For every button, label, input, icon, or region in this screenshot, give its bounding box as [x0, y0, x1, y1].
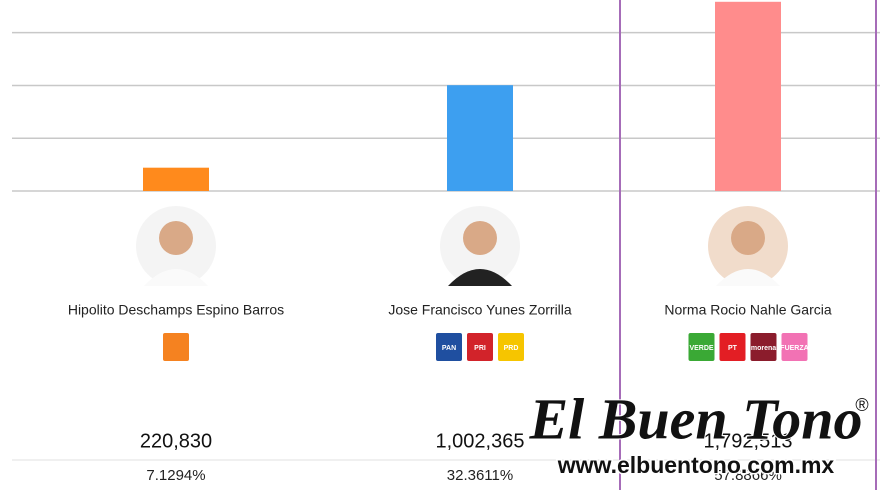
- watermark-mark: ®: [855, 395, 868, 415]
- party-label: PAN: [442, 345, 456, 352]
- candidate-face: [731, 221, 765, 255]
- party-logo: [467, 333, 493, 361]
- party-logo: [781, 333, 808, 361]
- candidate-body: [448, 269, 512, 286]
- vote-count: 1,002,365: [436, 430, 525, 452]
- vote-share: 32.3611%: [447, 467, 513, 484]
- candidate-name: Jose Francisco Yunes Zorrilla: [388, 302, 572, 318]
- winner-highlight: [619, 0, 877, 490]
- bar: [715, 1, 781, 191]
- party-label: FUERZA: [780, 345, 808, 352]
- vote-count: 1,792,513: [704, 430, 793, 452]
- bar: [143, 167, 209, 191]
- candidate-body: [144, 269, 208, 286]
- party-logo: [750, 333, 777, 361]
- party-label: VERDE: [689, 345, 713, 352]
- party-logo: [163, 333, 189, 361]
- party-logo: [688, 333, 715, 361]
- bar: [447, 85, 513, 191]
- party-logo: [719, 333, 746, 361]
- party-logo: [436, 333, 462, 361]
- watermark-url: www.elbuentono.com.mx: [557, 452, 835, 478]
- candidate-name: Hipolito Deschamps Espino Barros: [68, 302, 284, 318]
- watermark-title: El Buen Tono: [528, 386, 862, 451]
- vote-share: 7.1294%: [146, 467, 205, 484]
- candidate-name: Norma Rocio Nahle Garcia: [664, 302, 831, 318]
- party-label: PRI: [474, 345, 486, 352]
- candidate-face: [159, 221, 193, 255]
- party-label: PT: [728, 345, 738, 352]
- vote-share: 57.8866%: [714, 467, 782, 484]
- party-label: morena: [751, 345, 776, 352]
- vote-count: 220,830: [140, 430, 212, 452]
- party-label: PRD: [504, 345, 519, 352]
- candidate-face: [463, 221, 497, 255]
- party-logo: [498, 333, 524, 361]
- candidate-body: [716, 269, 780, 286]
